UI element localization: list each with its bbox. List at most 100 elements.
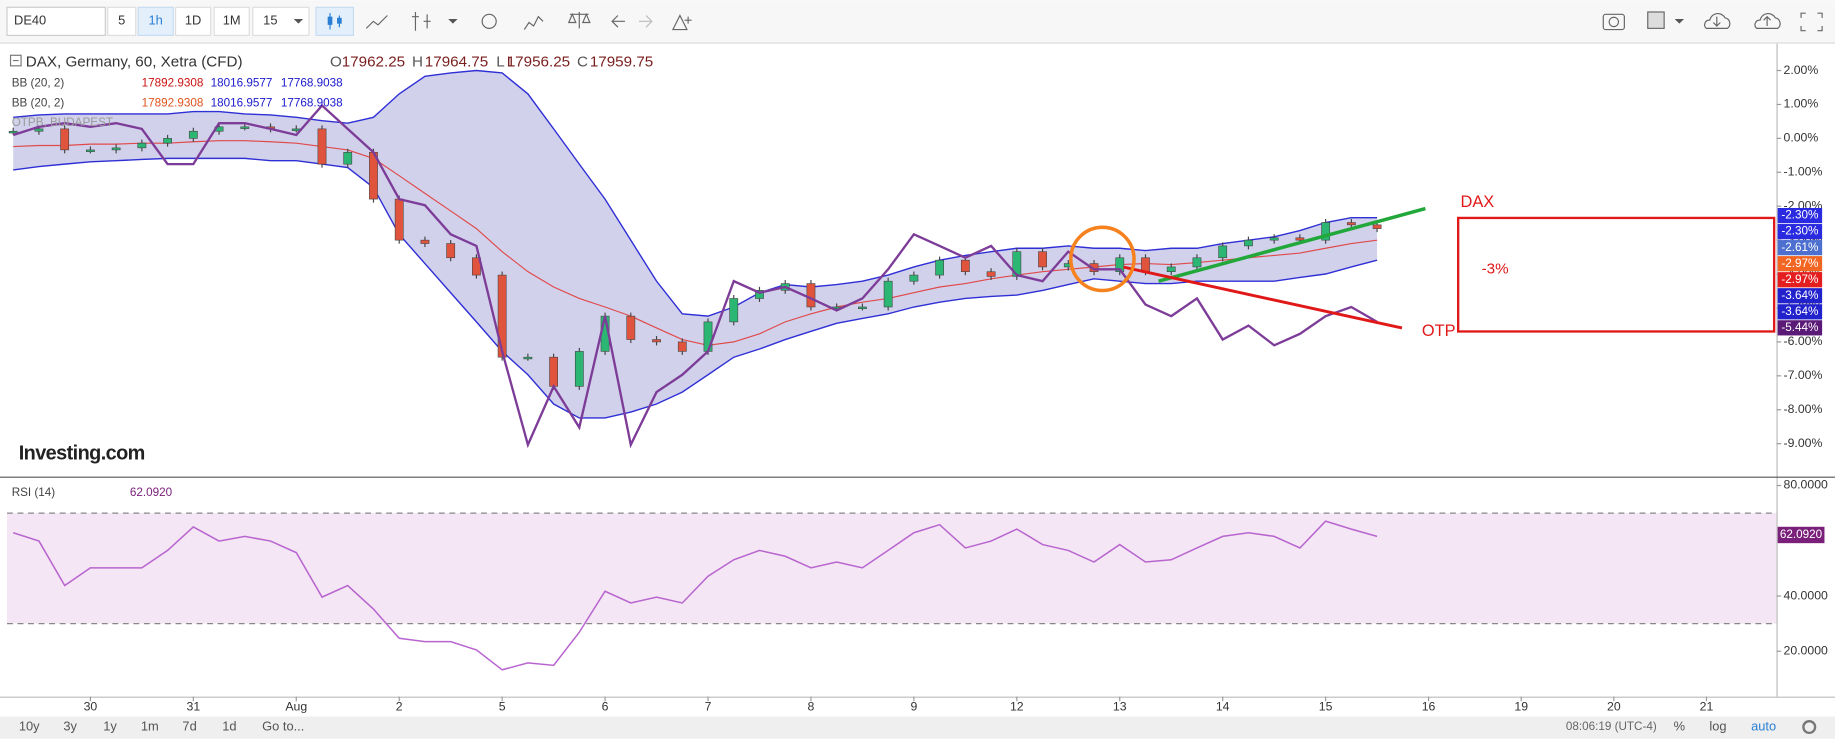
x-tick-label: 30: [84, 699, 98, 713]
interval-button[interactable]: [174, 6, 212, 36]
icon: [327, 16, 333, 25]
candle: [420, 239, 430, 244]
candle: [137, 142, 147, 149]
price-badge-label: -3.64%: [1781, 305, 1818, 318]
candle: [1192, 257, 1202, 268]
band-fill: [13, 70, 1378, 418]
save-icon[interactable]: [1754, 13, 1781, 29]
price-badge-label: -2.97%: [1781, 257, 1818, 270]
y-tick-label: 20.0000: [1784, 644, 1829, 658]
ohlc-label: H: [412, 53, 423, 70]
price-badge-label: -2.61%: [1781, 241, 1818, 254]
rsi-value: 62.0920: [130, 486, 173, 499]
candle: [1166, 266, 1176, 272]
candle: [446, 243, 456, 259]
interval-label: 5: [118, 13, 125, 28]
indicator-value: 17768.9038: [281, 76, 343, 89]
candle: [1038, 251, 1047, 268]
icon: [337, 17, 342, 24]
annotation-text: DAX: [1461, 193, 1495, 211]
rsi-plot: [7, 512, 1777, 671]
undo-icon[interactable]: [611, 15, 625, 28]
fullscreen-icon[interactable]: [1800, 12, 1823, 32]
y-tick-label: 80.0000: [1784, 478, 1829, 492]
x-tick-label: 13: [1113, 699, 1127, 713]
range-button[interactable]: 1y: [103, 718, 117, 733]
ohlc-value: 17956.25: [507, 53, 570, 70]
scale-button[interactable]: log: [1709, 718, 1726, 733]
alert-icon[interactable]: [671, 14, 692, 31]
price-badge: [1777, 320, 1823, 336]
candle: [677, 341, 687, 352]
interval-button[interactable]: [213, 6, 250, 36]
range-button[interactable]: 7d: [182, 718, 196, 733]
candle: [1372, 224, 1382, 229]
indicator-value: 18016.9577: [211, 96, 273, 109]
candle: [523, 356, 533, 360]
price-badge-label: -2.30%: [1781, 209, 1818, 222]
line-icon[interactable]: [365, 15, 388, 29]
candle: [1218, 245, 1228, 259]
x-tick-label: 2: [396, 699, 403, 713]
candle: [1346, 222, 1356, 226]
range-button[interactable]: 1d: [222, 718, 236, 733]
main-plot: [8, 69, 1382, 449]
indicator-value: 17892.9308: [142, 76, 204, 89]
candle: [858, 306, 867, 310]
y-tick-label: -8.00%: [1784, 402, 1823, 416]
scale-button[interactable]: auto: [1751, 718, 1776, 733]
price-badge: [1777, 272, 1823, 288]
x-tick-label: 7: [705, 699, 712, 713]
settings-icon[interactable]: [1802, 719, 1817, 735]
compare-icon[interactable]: [567, 11, 591, 29]
interval-button-active[interactable]: [137, 6, 174, 36]
indicator-label: BB (20, 2): [12, 96, 65, 109]
price-badge-label: -3.64%: [1781, 289, 1818, 302]
range-button[interactable]: 10y: [19, 718, 40, 733]
x-tick-label: 6: [602, 699, 609, 713]
goto-button[interactable]: Go to...: [262, 718, 304, 733]
redo-icon[interactable]: [638, 15, 653, 28]
candle: [652, 339, 661, 343]
range-button[interactable]: 1m: [141, 718, 159, 733]
range-button[interactable]: 3y: [63, 718, 77, 733]
x-tick-label: 5: [499, 699, 506, 713]
indicators-icon[interactable]: [523, 15, 544, 30]
settings-icon[interactable]: [481, 13, 497, 29]
scale-button[interactable]: %: [1674, 718, 1685, 733]
y-tick-label: 1.00%: [1784, 97, 1819, 111]
ohlc-label: C: [577, 53, 588, 70]
x-tick-label: 16: [1422, 699, 1436, 713]
candles-button[interactable]: [315, 6, 355, 36]
candle: [8, 130, 18, 134]
interval-button[interactable]: [107, 6, 137, 36]
load-icon[interactable]: [1704, 13, 1731, 29]
band-lower: [13, 157, 1378, 419]
candle: [1295, 237, 1305, 241]
ohlc-label: L: [496, 53, 504, 70]
price-badge-label: -2.30%: [1781, 225, 1818, 238]
series-legend: OTPB, BUDAPEST: [12, 116, 113, 129]
y-tick-label: -1.00%: [1784, 165, 1823, 179]
y-tick-label: -6.00%: [1784, 334, 1823, 348]
candle: [883, 280, 893, 308]
annotation-box: [1456, 216, 1776, 333]
rsi-line: [12, 520, 1378, 671]
candle: [317, 128, 327, 165]
candle: [343, 151, 353, 165]
rsi-badge-label: 62.0920: [1780, 528, 1823, 541]
symbol-input[interactable]: [6, 6, 106, 36]
candle: [549, 356, 558, 387]
x-tick-label: 31: [187, 699, 201, 713]
candle: [394, 198, 404, 241]
layout-icon[interactable]: [1647, 11, 1665, 29]
collapse-icon[interactable]: [9, 54, 22, 67]
ohlc-value: 17962.25: [342, 53, 405, 70]
candle: [1269, 237, 1279, 241]
bars-icon[interactable]: [411, 11, 431, 31]
candle: [1012, 251, 1022, 277]
price-badge-label: -2.97%: [1781, 273, 1818, 286]
dropdown-arrow: [293, 19, 304, 24]
screenshot-icon[interactable]: [1602, 13, 1625, 31]
